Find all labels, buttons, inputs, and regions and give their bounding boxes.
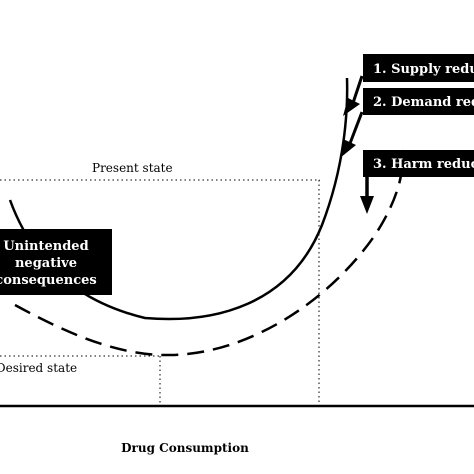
intervention-label-harm: 3. Harm reduction xyxy=(373,157,474,172)
intervention-label-demand: 2. Demand reduction xyxy=(373,95,474,110)
present-state-label: Present state xyxy=(92,161,173,175)
intervention-box-supply: 1. Supply reduction xyxy=(363,54,474,82)
harm-reduction-arrow xyxy=(360,172,374,214)
unintended-line-2: negative xyxy=(15,256,77,271)
intervention-box-harm: 3. Harm reduction xyxy=(363,150,474,177)
demand-reduction-arrow xyxy=(340,111,364,158)
x-axis-label: Drug Consumption xyxy=(121,441,249,455)
unintended-consequences-box: Unintended negative consequences xyxy=(0,229,112,295)
supply-reduction-arrow xyxy=(343,75,364,116)
desired-state-curve xyxy=(14,149,404,357)
unintended-line-3: consequences xyxy=(0,273,97,288)
intervention-box-demand: 2. Demand reduction xyxy=(363,88,474,115)
unintended-line-1: Unintended xyxy=(3,239,88,254)
desired-state-label: Desired state xyxy=(0,361,77,375)
intervention-label-supply: 1. Supply reduction xyxy=(373,62,474,77)
